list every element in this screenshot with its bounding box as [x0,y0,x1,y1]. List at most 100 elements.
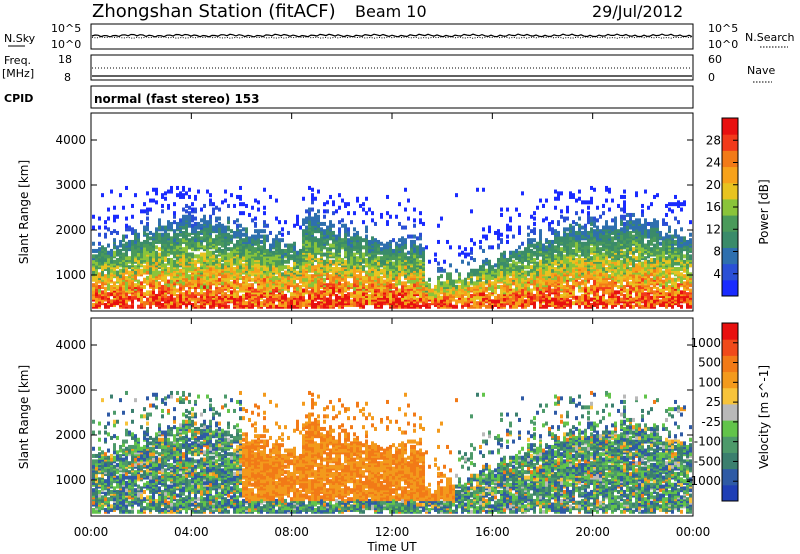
power-cell [227,216,230,221]
power-cell [134,232,137,237]
power-cell [530,256,533,261]
power-cell [275,279,278,284]
power-cell [473,268,476,273]
power-cell [590,200,593,205]
power-cell [458,245,461,250]
power-cell [302,283,305,288]
power-cell [500,252,503,257]
power-cell [287,265,290,270]
power-cell [308,234,311,239]
power-cell [518,279,521,284]
power-cell [551,301,554,306]
power-cell [407,295,410,300]
power-cell [392,283,395,288]
power-cell [359,239,362,244]
power-cell [356,256,359,261]
power-cell [200,301,203,306]
power-cell [356,230,359,235]
power-cell [365,279,368,284]
power-cell [587,301,590,306]
power-cell [578,223,581,228]
power-cell [533,227,536,232]
power-cell [380,247,383,252]
power-cell [308,185,311,190]
power-cell [122,304,125,309]
power-cell [362,304,365,309]
power-cell [248,212,251,217]
power-cell [206,284,209,289]
power-cell [557,270,560,275]
power-cell [323,277,326,282]
power-cell [323,221,326,226]
power-cell [320,227,323,232]
power-cell [335,293,338,298]
power-cell [587,286,590,291]
power-cell [554,205,557,210]
power-cell [278,241,281,246]
power-cell [419,265,422,270]
power-cell [569,265,572,270]
power-cell [335,279,338,284]
power-cell [107,266,110,271]
power-cell [584,254,587,259]
power-cell [470,293,473,298]
power-cell [422,292,425,297]
power-cell [122,293,125,298]
power-cell [536,205,539,210]
power-cell [266,238,269,243]
power-cell [206,223,209,228]
power-cell [284,293,287,298]
power-cell [167,295,170,300]
power-cell [419,218,422,223]
power-cell [116,284,119,289]
power-cell [395,266,398,271]
power-cell [527,286,530,291]
power-cell [215,234,218,239]
power-cell [143,265,146,270]
power-cell [389,299,392,304]
power-cell [269,247,272,252]
power-cell [224,292,227,297]
power-cell [584,304,587,309]
power-cell [353,270,356,275]
power-cell [128,239,131,244]
power-cell [251,266,254,271]
power-cell [470,238,473,243]
power-cell [95,292,98,297]
power-cell [491,275,494,280]
power-cell [197,292,200,297]
power-cell [440,274,443,279]
power-cell [125,216,128,221]
power-cell [335,256,338,261]
nsky-panel: N.Sky 10^5 10^0 10^5 10^0 N.Search [4,22,795,51]
power-cell [338,205,341,210]
power-cell [125,302,128,307]
power-cell [362,245,365,250]
power-cell [173,277,176,282]
power-cell [395,290,398,295]
power-cell [314,279,317,284]
power-cell [137,279,140,284]
power-cell [239,223,242,228]
power-cell [488,295,491,300]
power-cell [251,234,254,239]
power-cell [350,283,353,288]
power-cell [320,247,323,252]
power-cell [299,254,302,259]
nave-right-tick-top: 60 [708,53,722,66]
power-cell [254,275,257,280]
power-cell [356,281,359,286]
power-cell [569,223,572,228]
power-cell [224,245,227,250]
power-cell [329,259,332,264]
power-cell [125,286,128,291]
power-cell [383,243,386,248]
freq-label: Freq. [4,54,31,67]
power-cell [386,297,389,302]
power-cell [122,205,125,210]
power-cell [560,272,563,277]
power-cell [575,272,578,277]
power-cell [131,245,134,250]
power-cell [536,286,539,291]
power-cell [191,223,194,228]
